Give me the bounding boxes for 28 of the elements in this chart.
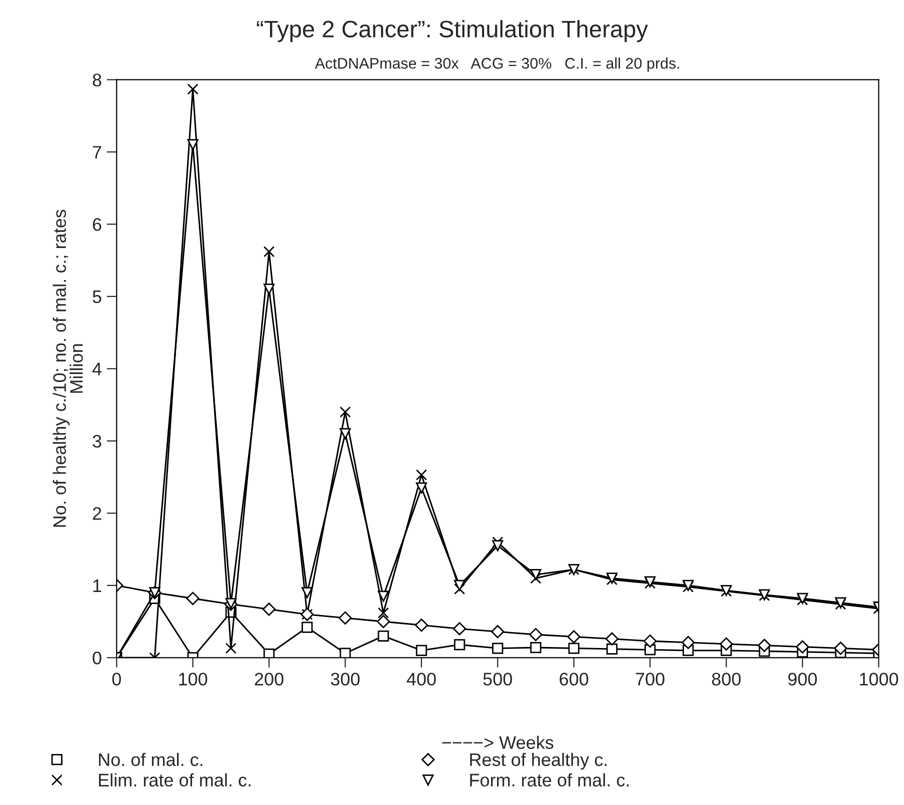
y-tick-label: 8 [92,74,102,86]
x-tick-label: 100 [179,672,208,686]
x-tick-label: 600 [560,672,588,686]
x-tick-label: 300 [330,672,360,686]
legend-label: Form. rate of mal. c. [470,773,629,787]
x-tick-label: 500 [483,672,512,686]
y-tick-label: 7 [92,146,102,158]
legend-label: Elim. rate of mal. c. [99,773,250,787]
y-axis-title: No. of healthy c./10; no. of mal. c.; rates Million [52,210,83,527]
x-tick-label: 0 [112,672,121,686]
chart-title: “Type 2 Cancer”: Stimulation Therapy [256,20,648,42]
x-tick-label: 200 [254,672,284,686]
y-tick-label: 2 [92,507,102,520]
legend-label: No. of mal. c. [99,752,202,766]
y-tick-label: 6 [92,218,102,231]
y-tick-label: 4 [92,362,102,376]
legend-label: Rest of healthy c. [470,752,607,770]
y-tick-label: 5 [92,290,102,304]
x-tick-label: 800 [712,672,741,686]
y-tick-label: 0 [92,652,102,664]
y-tick-label: 3 [92,434,102,448]
y-tick-label: 1 [93,580,102,592]
x-tick-label: 1000 [860,672,898,686]
chart-subtitle: ActDNAPmase = 30x ACG = 30% C.I. = all 20 prds. [314,58,680,72]
x-axis-title: −−−−> Weeks [442,736,554,749]
x-tick-label: 400 [406,672,436,686]
x-tick-label: 900 [788,672,817,686]
x-tick-label: 700 [636,672,664,686]
